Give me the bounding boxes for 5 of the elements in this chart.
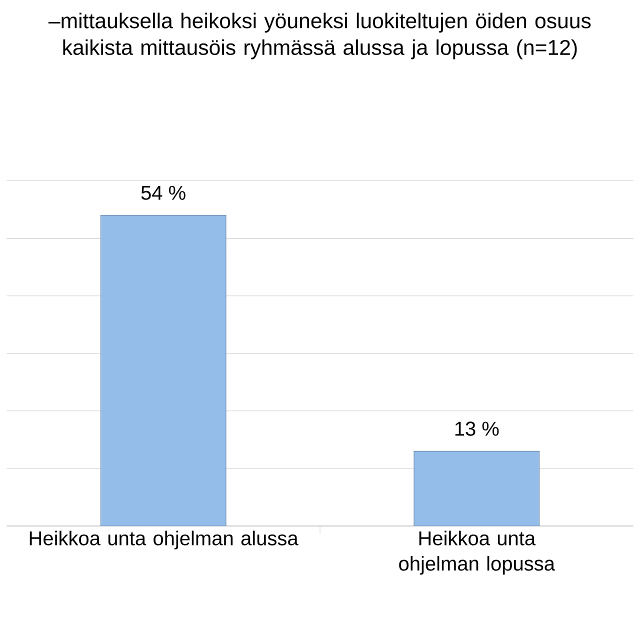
x-tick-label: Heikkoa unta ohjelman lopussa bbox=[399, 530, 556, 575]
data-label: 54 % bbox=[141, 186, 186, 200]
x-tick-label: Heikkoa unta ohjelman alussa bbox=[30, 530, 298, 550]
chart-title: –mittauksella heikoksi yöuneksi luokiteltujen öiden osuus kaikista mittausöis ryhmässä alussa ja lopussa (n=12) bbox=[48, 12, 591, 60]
data-label: 13 % bbox=[455, 422, 499, 436]
